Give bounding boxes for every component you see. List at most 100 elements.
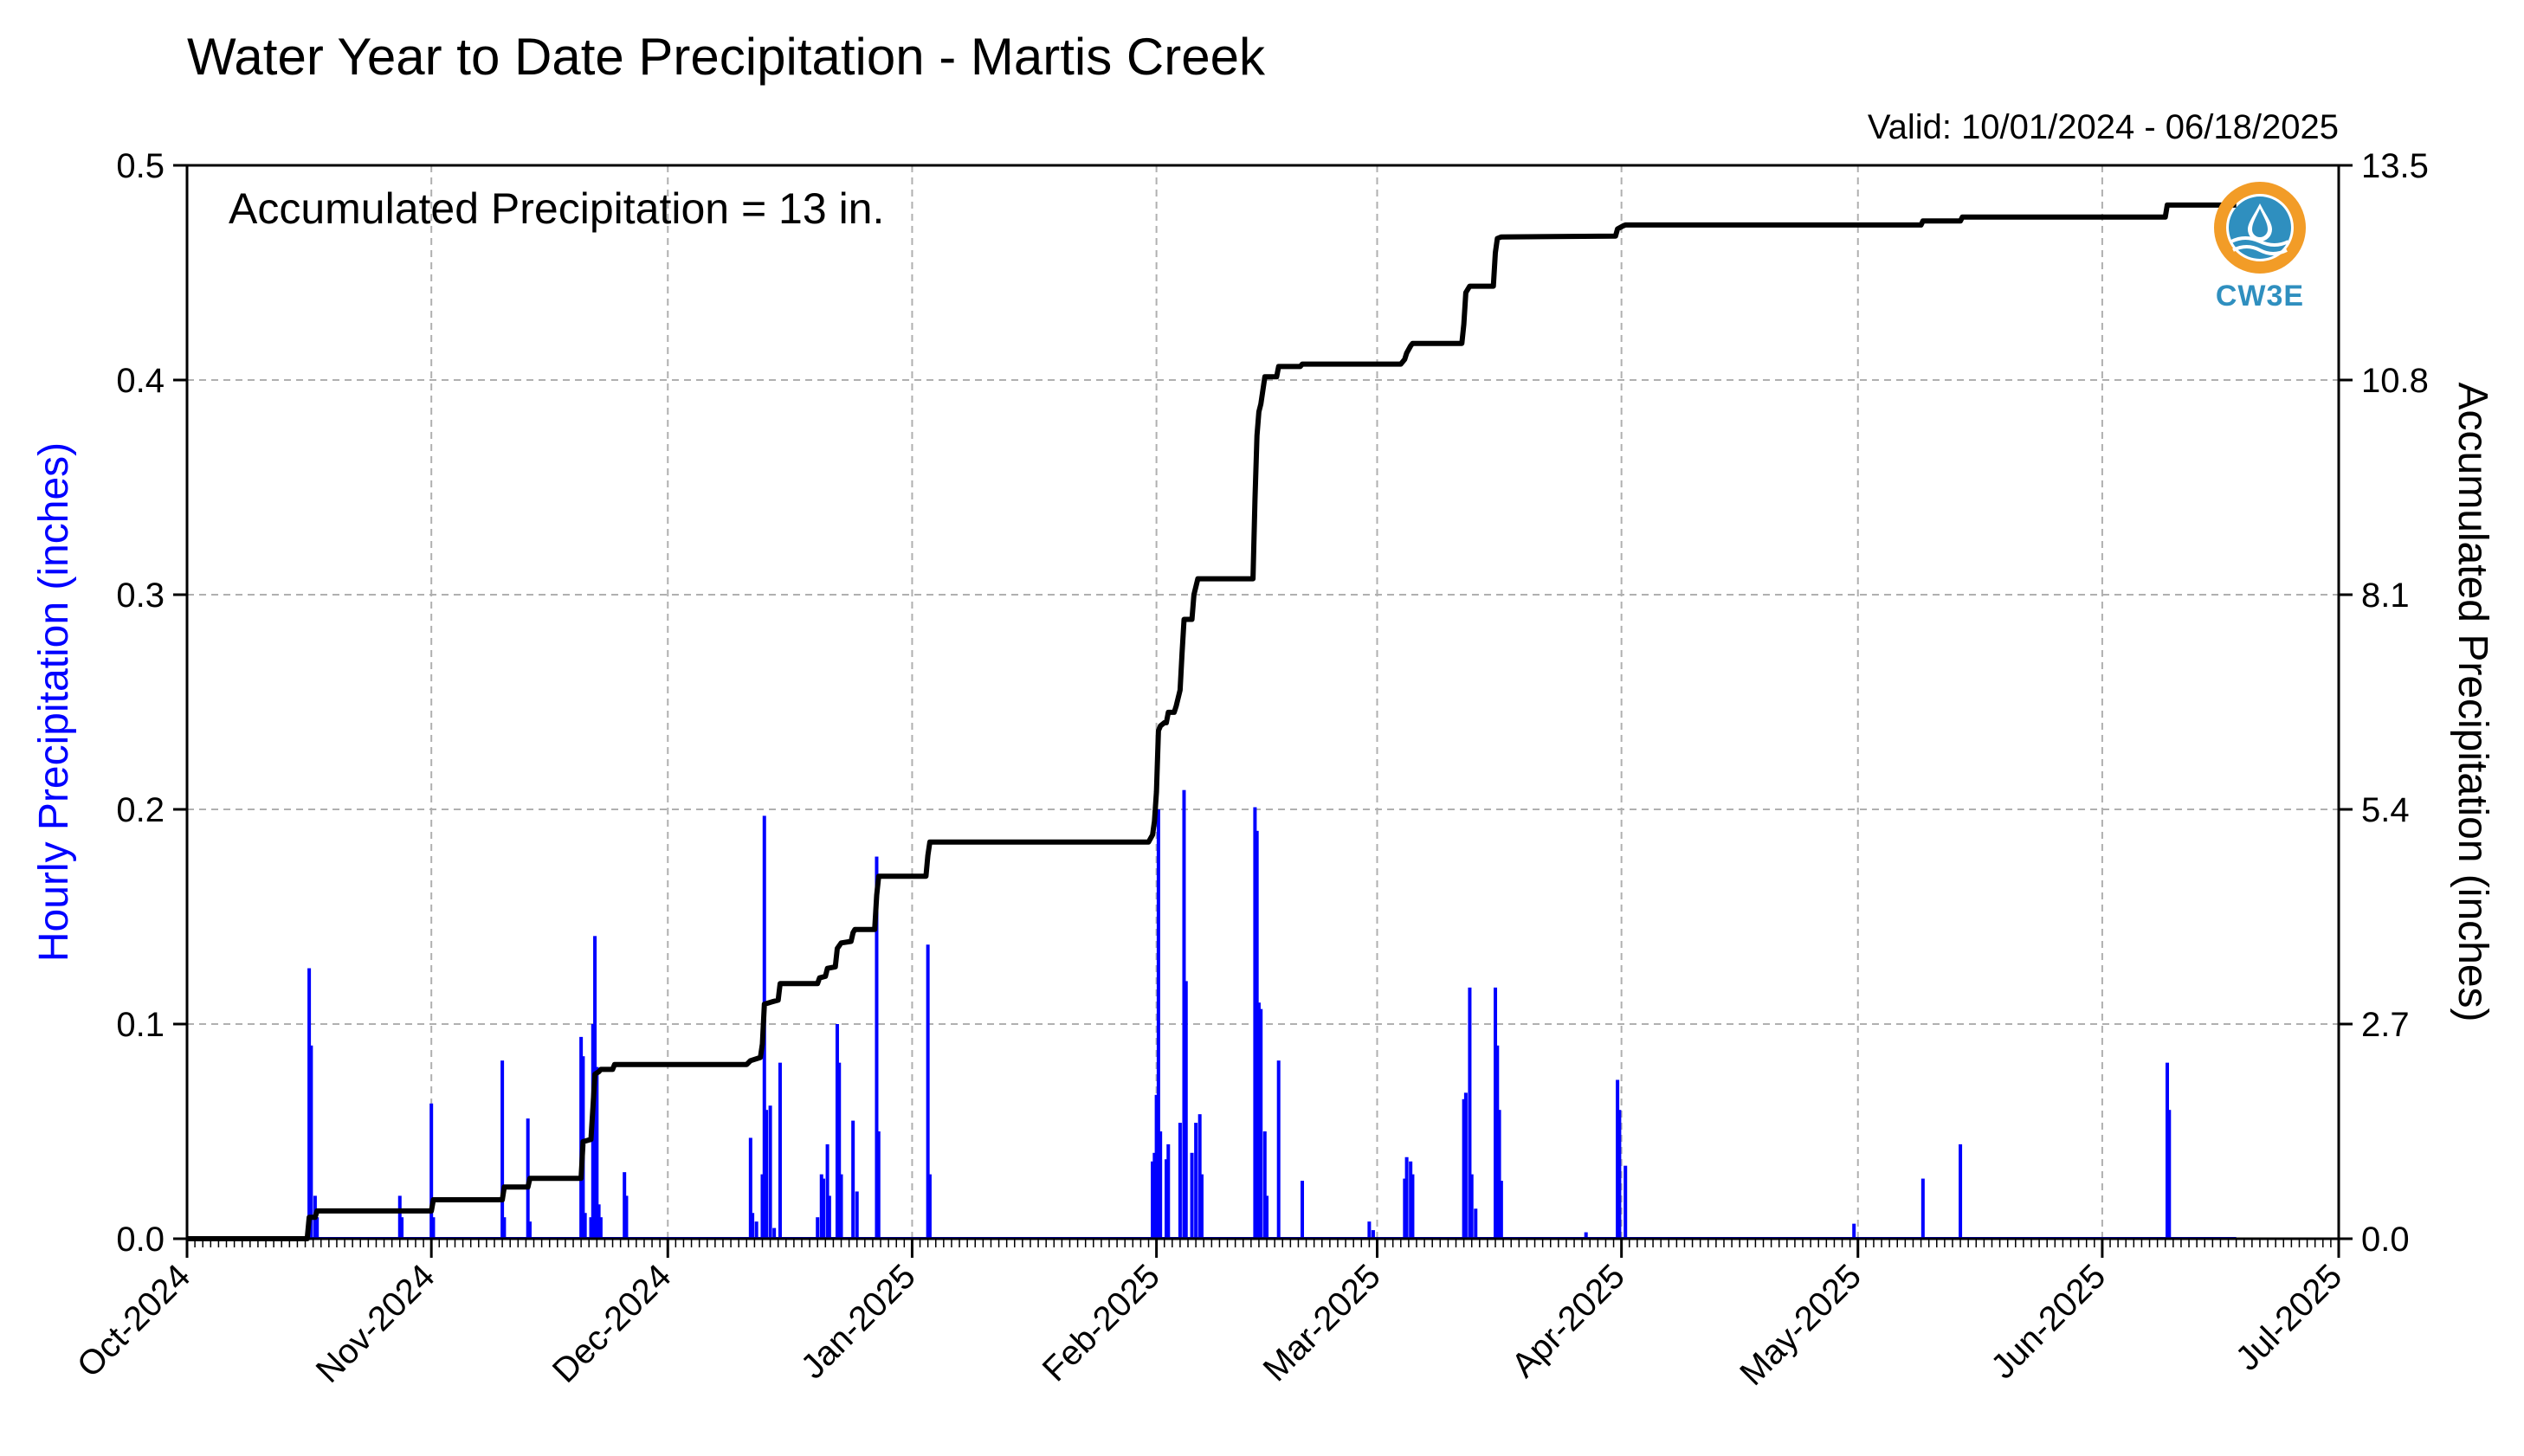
hourly-bar — [1197, 1114, 1202, 1239]
hourly-bar — [1409, 1161, 1413, 1239]
hourly-bar — [1497, 1110, 1501, 1239]
right-y-tick-label: 2.7 — [2361, 1006, 2410, 1044]
hourly-bar — [1499, 1181, 1503, 1239]
hourly-bar — [500, 1060, 505, 1239]
hourly-bar — [583, 1213, 587, 1239]
hourly-bar — [1199, 1174, 1204, 1239]
right-y-tick-label: 8.1 — [2361, 577, 2410, 615]
hourly-bar — [1154, 1094, 1159, 1239]
hourly-bar — [431, 1217, 436, 1239]
hourly-bar — [1403, 1178, 1407, 1239]
hourly-bar — [1404, 1156, 1409, 1239]
left-y-axis-label: Hourly Precipitation (inches) — [31, 442, 77, 962]
hourly-bar — [1495, 1045, 1500, 1239]
hourly-bar — [772, 1227, 777, 1239]
hourly-bar — [1463, 1092, 1468, 1239]
plot-frame — [185, 164, 2340, 1240]
left-y-tick-label: 0.2 — [116, 791, 165, 829]
hourly-bar — [1623, 1165, 1628, 1239]
hourly-bar — [926, 944, 930, 1239]
hourly-bar — [1152, 1152, 1157, 1239]
hourly-bar — [1367, 1221, 1372, 1239]
hourly-bar — [1194, 1123, 1198, 1239]
hourly-bar — [748, 1137, 752, 1239]
cw3e-water-drop-icon — [2214, 182, 2306, 274]
hourly-bar — [1616, 1079, 1620, 1239]
right-y-axis: 0.0 2.7 5.4 8.1 10.8 13.5 — [2339, 147, 2429, 1259]
hourly-bar — [1184, 981, 1188, 1239]
hourly-bar — [835, 1024, 839, 1239]
hourly-bar — [1371, 1230, 1375, 1239]
hourly-bar — [400, 1217, 404, 1239]
hourly-bar — [822, 1178, 826, 1239]
hourly-bar — [1182, 789, 1186, 1239]
chart-title: Water Year to Date Precipitation - Marti… — [187, 28, 1266, 86]
hourly-bar — [754, 1221, 758, 1239]
hourly-bar — [397, 1195, 402, 1239]
hourly-bar — [502, 1217, 507, 1239]
hourly-bar — [816, 1217, 820, 1239]
hourly-bar — [315, 1217, 320, 1239]
hourly-bar — [1474, 1208, 1478, 1239]
hourly-bar — [307, 968, 312, 1239]
hourly-bar — [589, 1217, 593, 1239]
hourly-bar — [876, 1131, 881, 1239]
hourly-bar — [825, 1144, 829, 1239]
left-y-tick-label: 0.5 — [116, 147, 165, 185]
hourly-bar — [429, 1103, 434, 1239]
hourly-bar — [765, 1110, 769, 1239]
hourly-bar — [1276, 1060, 1281, 1239]
hourly-bar — [1166, 1144, 1171, 1239]
left-y-axis: 0.0 0.1 0.2 0.3 0.4 0.5 — [116, 147, 187, 1259]
hourly-bar — [1920, 1178, 1925, 1239]
hourly-bar — [1468, 987, 1472, 1239]
chart-subtitle: Valid: 10/01/2024 - 06/18/2025 — [1868, 108, 2339, 146]
hourly-bar — [1178, 1123, 1182, 1239]
right-y-tick-label: 13.5 — [2361, 147, 2429, 185]
hourly-bar — [624, 1195, 629, 1239]
left-y-tick-label: 0.0 — [116, 1221, 165, 1259]
hourly-bar — [2166, 1062, 2170, 1239]
hourly-bar — [1265, 1195, 1269, 1239]
left-y-tick-label: 0.1 — [116, 1006, 165, 1044]
hourly-bar — [1164, 1159, 1168, 1239]
hourly-bar — [1462, 1098, 1466, 1239]
hourly-bar — [851, 1120, 855, 1239]
hourly-bar — [1852, 1223, 1856, 1239]
right-y-tick-label: 5.4 — [2361, 791, 2410, 829]
hourly-bar — [1259, 1008, 1263, 1239]
right-y-tick-label: 0.0 — [2361, 1221, 2410, 1259]
hourly-bar — [1584, 1232, 1588, 1239]
hourly-bar — [598, 1217, 603, 1239]
hourly-bar — [1959, 1144, 1963, 1239]
left-y-tick-label: 0.3 — [116, 577, 165, 615]
hourly-bar — [623, 1172, 627, 1239]
hourly-bar — [1159, 1131, 1163, 1239]
right-y-axis-label: Accumulated Precipitation (inches) — [2450, 382, 2495, 1021]
hourly-bar — [837, 1062, 842, 1239]
hourly-bar — [768, 1105, 772, 1239]
hourly-bar — [827, 1195, 831, 1239]
hourly-bar — [778, 1062, 782, 1239]
hourly-bar — [1262, 1131, 1267, 1239]
grid-lines — [187, 165, 2339, 1239]
hourly-bar — [309, 1045, 313, 1239]
hourly-bar — [855, 1191, 859, 1239]
hourly-bar — [751, 1213, 755, 1239]
hourly-bar — [1151, 1161, 1155, 1239]
right-y-tick-label: 10.8 — [2361, 362, 2429, 400]
hourly-bar — [1253, 807, 1257, 1239]
hourly-bar — [595, 1066, 599, 1239]
cw3e-logo: CW3E — [2204, 177, 2316, 316]
hourly-bar — [2167, 1110, 2172, 1239]
cw3e-logo-text: CW3E — [2215, 280, 2305, 312]
hourly-bar — [579, 1036, 584, 1239]
hourly-bar — [1256, 1002, 1261, 1239]
hourly-bar — [1190, 1152, 1194, 1239]
hourly-bar — [1301, 1181, 1305, 1239]
hourly-bar — [1410, 1174, 1415, 1239]
accumulated-line — [187, 202, 2237, 1241]
hourly-bar — [927, 1174, 932, 1239]
hourly-bar — [1469, 1174, 1474, 1239]
